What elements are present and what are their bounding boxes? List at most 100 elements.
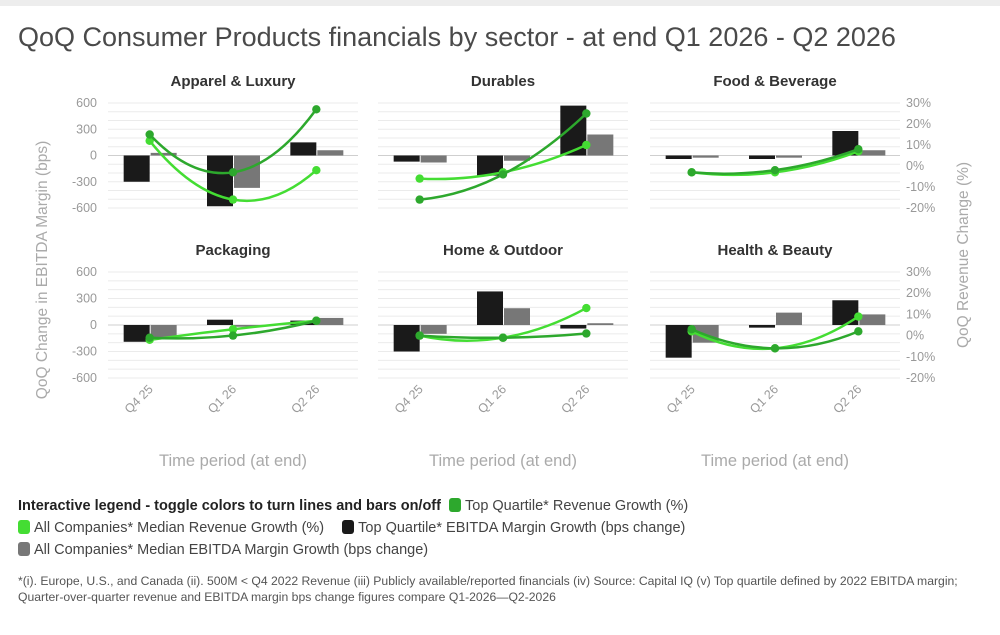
- bar-top-ebitda: [290, 142, 317, 156]
- x-axis-label: Time period (at end): [429, 452, 577, 470]
- x-tick-label: Q4 25: [392, 382, 426, 416]
- top-revenue-point: [145, 130, 154, 139]
- top-revenue-point: [854, 327, 863, 336]
- y-right-tick-label: 0%: [906, 329, 924, 343]
- y-right-tick-label: 10%: [906, 307, 931, 321]
- bar-top-ebitda: [749, 155, 775, 159]
- top-revenue-point: [415, 195, 424, 204]
- x-axis-label: Time period (at end): [159, 452, 307, 470]
- bar-median-ebitda: [859, 150, 886, 156]
- x-tick-label: Q4 25: [664, 382, 698, 416]
- x-tick-label: Q2 26: [558, 382, 592, 416]
- bar-median-ebitda: [859, 314, 886, 325]
- top-revenue-point: [312, 105, 321, 114]
- top-revenue-point: [498, 333, 508, 342]
- top-revenue-point: [498, 170, 508, 179]
- top-revenue-point: [228, 331, 238, 340]
- top-revenue-point: [312, 316, 321, 325]
- legend-swatch-top-ebitda: [342, 520, 355, 534]
- top-revenue-point: [770, 166, 780, 175]
- legend-label-top-revenue: Top Quartile* Revenue Growth (%): [465, 498, 689, 514]
- panel-title: Durables: [471, 73, 535, 90]
- bar-top-ebitda: [207, 319, 233, 325]
- y-left-tick-label: -600: [72, 371, 97, 385]
- legend-label-median-ebitda: All Companies* Median EBITDA Margin Grow…: [34, 542, 429, 558]
- panel-0: Apparel & Luxury: [108, 73, 358, 209]
- median-revenue-point: [228, 195, 238, 204]
- bar-top-ebitda: [123, 325, 150, 342]
- bar-median-ebitda: [587, 323, 614, 325]
- top-divider: [0, 0, 1000, 6]
- legend-title: Interactive legend - toggle colors to tu…: [18, 498, 441, 514]
- legend-swatch-median-ebitda: [18, 542, 30, 556]
- y-right-tick-label: 30%: [906, 265, 931, 279]
- y-right-tick-label: 10%: [906, 138, 931, 152]
- top-revenue-point: [687, 168, 696, 177]
- x-tick-label: Q1 26: [205, 382, 239, 416]
- legend-label-top-ebitda: Top Quartile* EBITDA Margin Growth (bps …: [358, 520, 686, 536]
- bar-top-ebitda: [749, 325, 775, 328]
- top-revenue-point: [228, 168, 238, 177]
- legend-label-median-revenue: All Companies* Median Revenue Growth (%): [34, 520, 325, 536]
- panel-title: Home & Outdoor: [443, 242, 563, 259]
- legend-item-top-revenue[interactable]: Top Quartile* Revenue Growth (%): [445, 495, 688, 517]
- bar-top-ebitda: [393, 155, 420, 162]
- panel-title: Apparel & Luxury: [170, 73, 296, 90]
- bar-top-ebitda: [832, 300, 859, 325]
- x-tick-label: Q4 25: [122, 382, 156, 416]
- panel-5: Health & Beauty Q4 25 Q1 26 Q2 26 Time perio…: [650, 242, 900, 470]
- top-revenue-point: [582, 109, 591, 118]
- bar-top-ebitda: [665, 155, 692, 159]
- bar-median-ebitda: [317, 150, 344, 156]
- y-left-tick-label: 600: [76, 265, 97, 279]
- bar-median-ebitda: [587, 134, 614, 156]
- y-left-tick-label: 300: [76, 292, 97, 306]
- bar-top-ebitda: [123, 155, 150, 182]
- y-right-axis-label: QoQ Revenue Change (%): [955, 162, 972, 348]
- x-tick-label: Q1 26: [475, 382, 509, 416]
- x-tick-label: Q2 26: [288, 382, 322, 416]
- x-axis-label: Time period (at end): [701, 452, 849, 470]
- median-revenue-point: [145, 136, 154, 145]
- bar-median-ebitda: [776, 312, 802, 325]
- y-left-tick-label: -300: [72, 175, 97, 189]
- median-revenue-point: [312, 166, 321, 175]
- bar-top-ebitda: [477, 291, 503, 325]
- panel-1: Durables: [378, 73, 628, 209]
- median-revenue-point: [582, 303, 591, 313]
- bar-median-ebitda: [317, 317, 344, 325]
- bar-median-ebitda: [234, 325, 260, 327]
- legend-item-median-revenue[interactable]: All Companies* Median Revenue Growth (%): [18, 517, 324, 539]
- y-left-tick-label: 0: [90, 149, 97, 163]
- top-revenue-point: [582, 329, 591, 338]
- chart-title: QoQ Consumer Products financials by sect…: [18, 22, 896, 52]
- panel-title: Food & Beverage: [713, 73, 836, 90]
- legend-item-median-ebitda[interactable]: All Companies* Median EBITDA Margin Grow…: [18, 539, 428, 561]
- y-right-tick-label: -20%: [906, 201, 935, 215]
- y-left-tick-label: 300: [76, 122, 97, 136]
- x-tick-label: Q2 26: [830, 382, 864, 416]
- y-right-tick-label: 20%: [906, 117, 931, 131]
- top-revenue-point: [687, 325, 696, 334]
- top-revenue-point: [770, 344, 780, 353]
- legend-item-top-ebitda[interactable]: Top Quartile* EBITDA Margin Growth (bps …: [338, 517, 685, 539]
- bar-top-ebitda: [560, 325, 587, 329]
- bar-median-ebitda: [150, 152, 177, 156]
- panel-title: Health & Beauty: [717, 242, 833, 259]
- bar-median-ebitda: [692, 155, 719, 158]
- panel-3: Packaging Q4 25 Q1 26 Q2 26 Time period (at …: [108, 242, 358, 470]
- bar-top-ebitda: [477, 155, 503, 176]
- chart-area: Apparel & Luxury Durables Food & Beverage P…: [34, 73, 972, 470]
- y-right-tick-label: 0%: [906, 159, 924, 173]
- bar-median-ebitda: [504, 155, 530, 161]
- bar-median-ebitda: [504, 308, 530, 325]
- bar-median-ebitda: [776, 155, 802, 158]
- y-left-tick-label: -300: [72, 345, 97, 359]
- bar-median-ebitda: [150, 325, 177, 340]
- y-right-tick-label: -10%: [906, 350, 935, 364]
- y-left-tick-label: 0: [90, 318, 97, 332]
- top-revenue-point: [145, 333, 154, 342]
- median-revenue-point: [854, 312, 863, 321]
- panel-title: Packaging: [195, 242, 270, 259]
- y-right-tick-label: 30%: [906, 96, 931, 110]
